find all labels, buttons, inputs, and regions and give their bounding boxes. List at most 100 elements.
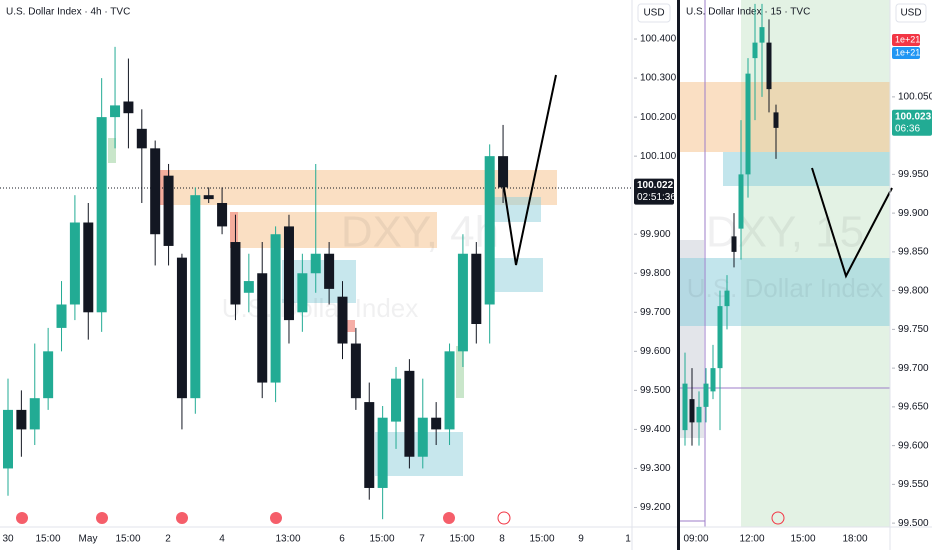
candle-body [230, 242, 241, 305]
candle-body [16, 409, 27, 430]
candle-body [766, 42, 772, 90]
x-tick-label: 15:00 [790, 534, 815, 545]
candle-body [773, 112, 779, 128]
y-tick-label: 99.850 [898, 247, 929, 258]
x-tick-label: 4 [219, 534, 225, 545]
candle-body [297, 273, 308, 313]
y-tick-label: 99.500 [898, 518, 929, 529]
zone-marker [230, 212, 238, 248]
x-tick-label: 15:00 [115, 534, 140, 545]
y-tick-label: 99.600 [898, 440, 929, 451]
x-tick-label: 7 [419, 534, 425, 545]
watermark: DXY, 4h [341, 208, 499, 257]
currency[interactable]: USD [643, 8, 664, 19]
divider [677, 0, 680, 550]
y-tick-label: 99.750 [898, 324, 929, 335]
candle-body [391, 378, 402, 422]
y-tick-label: 100.100 [640, 151, 677, 162]
candle-body [310, 253, 321, 274]
candle-body [738, 174, 744, 229]
projection [811, 167, 893, 279]
y-tick-label: 99.800 [640, 268, 671, 279]
candle-body [150, 148, 161, 235]
x-tick-label: 15:00 [35, 534, 60, 545]
supply-zone [680, 82, 890, 152]
candle-body [689, 399, 695, 423]
y-tick-label: 100.300 [640, 73, 677, 84]
x-tick-label: 30 [2, 534, 14, 545]
last-price-tag [892, 109, 932, 136]
x-tick-label: 6 [339, 534, 345, 545]
y-tick-label: 99.300 [640, 463, 671, 474]
y-tick-label: 99.600 [640, 346, 671, 357]
x-tick-label: 2 [165, 534, 171, 545]
y-tick-label: 99.500 [640, 385, 671, 396]
x-tick-label: 09:00 [683, 534, 708, 545]
candle-body [3, 409, 13, 469]
x-tick-label: May [79, 534, 98, 545]
candle-body [217, 202, 228, 227]
last-price: 100.023 [895, 111, 932, 122]
x-tick-label: 9 [578, 534, 584, 545]
candle-body [123, 101, 134, 114]
candle-body [257, 273, 268, 383]
candle-body [69, 222, 80, 305]
candle-body [136, 128, 147, 149]
candle-body [404, 370, 415, 457]
candle-body [377, 417, 388, 488]
chart-title: U.S. Dollar Index · 4h · TVC [6, 7, 130, 18]
x-tick-label: 1 [625, 534, 631, 545]
demand-zone [680, 258, 890, 326]
candle-body [270, 234, 281, 383]
currency-button[interactable] [895, 3, 927, 23]
candle-body [724, 290, 730, 307]
candle-body [56, 304, 67, 328]
candle-body [110, 105, 121, 118]
candle-body [471, 253, 482, 325]
demand-zone [493, 197, 541, 222]
alert-tag [892, 47, 920, 59]
candle-body [203, 195, 214, 200]
y-tick-label: 99.950 [898, 169, 929, 180]
candle-body [176, 257, 187, 399]
x-tick-label: 8 [499, 534, 505, 545]
last-price-tag [634, 178, 674, 205]
fvg [456, 346, 464, 398]
candle-body [243, 281, 254, 293]
candle-body [745, 73, 751, 175]
countdown: 06:36 [895, 123, 920, 134]
candle-body [444, 351, 455, 430]
x-tick-label: 15:00 [449, 534, 474, 545]
event-icons [16, 511, 785, 525]
demand-zone [723, 152, 890, 186]
fvg [108, 138, 116, 163]
candle-body [43, 351, 54, 399]
candle-body [752, 42, 758, 59]
demand-zone [493, 258, 543, 292]
x-tick-label: 15:00 [369, 534, 394, 545]
currency[interactable]: USD [900, 8, 921, 19]
candle-body [163, 175, 174, 246]
fvg [346, 320, 355, 332]
y-tick-label: 99.700 [898, 363, 929, 374]
x-tick-label: 18:00 [842, 534, 867, 545]
candle-body [717, 306, 723, 369]
candle-body [364, 402, 375, 488]
alert-label: 1e+21 [895, 47, 920, 57]
last-price: 100.022 [637, 180, 674, 191]
alert-label: 1e+21 [895, 34, 920, 44]
candle-body [431, 417, 442, 430]
projection [501, 74, 557, 266]
candle-body [283, 226, 294, 321]
candle-body [703, 383, 709, 407]
candle-body [498, 156, 509, 188]
watermark: U.S. Dollar Index [222, 293, 419, 323]
x-tick-label: 15:00 [529, 534, 554, 545]
currency-button[interactable] [637, 3, 671, 23]
candle-body [484, 156, 495, 305]
y-tick-label: 99.800 [898, 285, 929, 296]
x-tick-label: 12:00 [739, 534, 764, 545]
candle-body [731, 236, 737, 252]
y-tick-label: 99.650 [898, 402, 929, 413]
y-tick-label: 99.900 [898, 208, 929, 219]
